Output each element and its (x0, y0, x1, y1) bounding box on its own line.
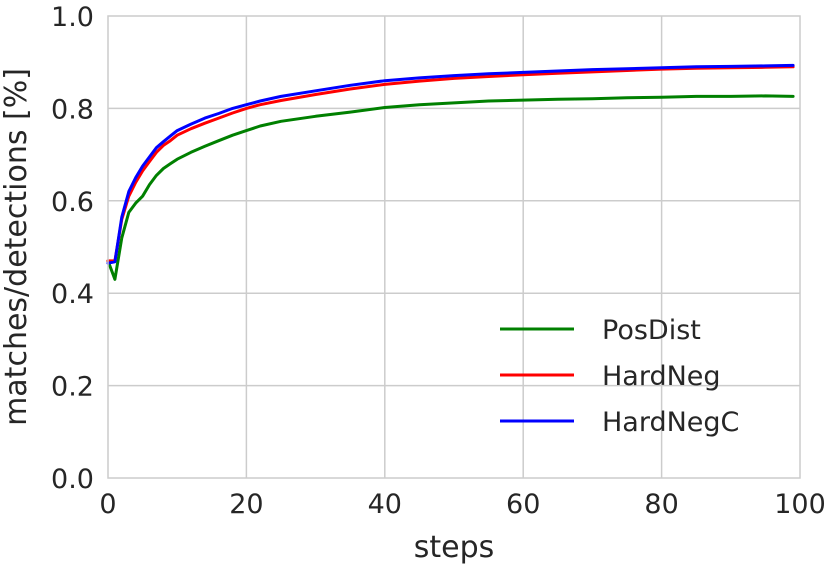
plot-background (108, 16, 800, 478)
x-tick-label: 40 (368, 489, 402, 520)
plot-frame (107, 15, 801, 479)
y-tick-label: 1.0 (51, 2, 94, 33)
y-axis-label: matches/detections [%] (0, 68, 34, 426)
y-tick-label: 0.4 (51, 279, 94, 310)
x-tick-label: 60 (506, 489, 540, 520)
legend-label-hardnegc: HardNegC (602, 407, 739, 438)
legend-label-posdist: PosDist (602, 315, 701, 346)
series-line-hardnegc (106, 63, 795, 265)
x-tick-label: 80 (644, 489, 678, 520)
y-tick-label: 0.8 (51, 94, 94, 125)
x-tick-label: 20 (229, 489, 263, 520)
legend-label-hardneg: HardNeg (602, 361, 721, 392)
y-tick-label: 0.6 (51, 187, 94, 218)
series-layer (106, 63, 795, 281)
y-tick-label: 0.2 (51, 372, 94, 403)
y-tick-label: 0.0 (51, 464, 94, 495)
grid-lines (108, 16, 800, 478)
legend: PosDist HardNeg HardNegC (500, 315, 739, 438)
x-tick-labels: 0 20 40 60 80 100 (99, 489, 825, 520)
series-line-posdist (106, 94, 795, 281)
series-line-hardneg (106, 65, 795, 263)
x-tick-label: 100 (774, 489, 826, 520)
x-tick-label: 0 (99, 489, 116, 520)
y-tick-labels: 0.0 0.2 0.4 0.6 0.8 1.0 (51, 2, 94, 495)
x-axis-label: steps (414, 530, 495, 565)
